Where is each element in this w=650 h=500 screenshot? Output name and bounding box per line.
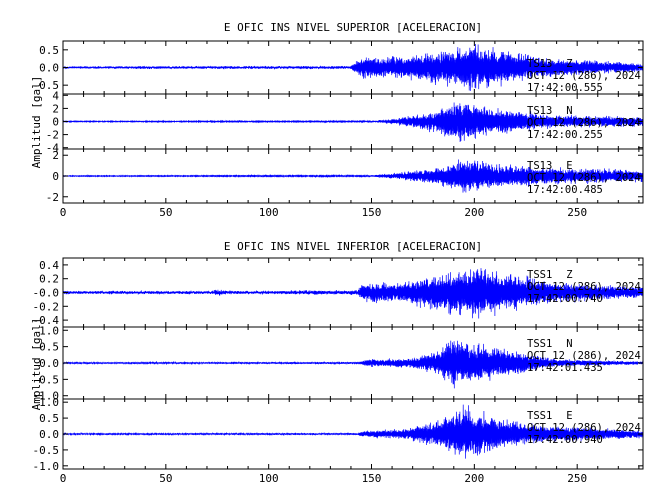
record-date: OCT 12 (286), 2024 <box>527 350 641 362</box>
y-tick-label: 2 <box>52 102 59 115</box>
y-tick-label: -0.5 <box>33 79 60 92</box>
y-tick-label: 4 <box>52 89 59 102</box>
station-name: TSS1 <box>527 410 552 422</box>
station-label: TSS1 E <box>527 410 573 422</box>
waveform-trace-ts13-z <box>63 44 643 91</box>
station-name: TS13 <box>527 105 552 117</box>
y-tick-label: 0.4 <box>39 259 59 272</box>
station-label: TSS1 Z <box>527 269 573 281</box>
component-name: N <box>566 338 572 350</box>
y-tick-label: -0.0 <box>33 287 60 300</box>
x-tick-label: 0 <box>60 472 67 485</box>
y-tick-label: -0.5 <box>33 444 60 457</box>
waveform-trace-ts13-e <box>63 159 643 193</box>
station-name: TS13 <box>527 58 552 70</box>
y-tick-label: -2 <box>46 129 59 142</box>
station-label: TSS1 N <box>527 338 573 350</box>
y-tick-label: 1.0 <box>39 324 59 337</box>
y-axis-label: Amplitud [gal] <box>30 318 43 411</box>
station-label: TS13 E <box>527 160 573 172</box>
x-tick-label: 0 <box>60 206 67 219</box>
y-tick-label: -4 <box>46 142 60 155</box>
x-tick-label: 100 <box>259 206 279 219</box>
y-tick-label: 0.5 <box>39 412 59 425</box>
component-name: Z <box>566 269 572 281</box>
waveform-trace-tss1-n <box>63 340 643 389</box>
record-date: OCT 12 (286), 2024 <box>527 117 641 129</box>
x-tick-label: 150 <box>362 472 382 485</box>
waveform-trace-ts13-n <box>63 102 643 142</box>
chart-title: E OFIC INS NIVEL SUPERIOR [ACELERACION] <box>224 21 482 34</box>
x-tick-label: 250 <box>567 206 587 219</box>
y-tick-label: -0.2 <box>33 300 60 313</box>
x-tick-label: 200 <box>464 206 484 219</box>
waveform-trace-tss1-z <box>63 268 643 319</box>
record-time: 17:42:00.555 <box>527 82 603 94</box>
record-time: 17:42:00.255 <box>527 129 603 141</box>
y-tick-label: -0.4 <box>33 314 60 327</box>
y-axis-label: Amplitud [gal] <box>30 76 43 169</box>
y-tick-label: 0.0 <box>39 62 59 75</box>
record-time: 17:42:00.740 <box>527 293 603 305</box>
y-tick-label: 0 <box>52 116 59 129</box>
y-tick-label: 0 <box>52 170 59 183</box>
station-label: TS13 Z <box>527 58 573 70</box>
record-time: 17:42:00.485 <box>527 184 603 196</box>
y-tick-label: 0.5 <box>39 341 59 354</box>
y-tick-label: -1.0 <box>33 390 60 403</box>
y-tick-label: 0.0 <box>39 357 59 370</box>
y-tick-label: 0.5 <box>39 44 59 57</box>
component-name: Z <box>566 58 572 70</box>
x-tick-label: 250 <box>567 472 587 485</box>
record-date: OCT 12 (286), 2024 <box>527 422 641 434</box>
x-tick-label: 100 <box>259 472 279 485</box>
chart-title: E OFIC INS NIVEL INFERIOR [ACELERACION] <box>224 240 482 253</box>
x-tick-label: 50 <box>159 206 172 219</box>
record-time: 17:42:00.940 <box>527 434 603 446</box>
component-name: E <box>566 160 572 172</box>
station-label: TS13 N <box>527 105 573 117</box>
station-name: TSS1 <box>527 269 552 281</box>
y-tick-label: 0.2 <box>39 273 59 286</box>
component-name: E <box>566 410 572 422</box>
y-tick-label: -1.0 <box>33 460 60 473</box>
component-name: N <box>566 105 572 117</box>
record-time: 17:42:01.435 <box>527 362 603 374</box>
station-name: TS13 <box>527 160 552 172</box>
y-tick-label: 1.0 <box>39 396 59 409</box>
y-tick-label: 2 <box>52 149 59 162</box>
x-tick-label: 200 <box>464 472 484 485</box>
record-date: OCT 12 (286), 2024 <box>527 281 641 293</box>
x-tick-label: 50 <box>159 472 172 485</box>
y-tick-label: -0.5 <box>33 373 60 386</box>
waveform-trace-tss1-e <box>63 404 643 459</box>
record-date: OCT 12 (286), 2024 <box>527 172 641 184</box>
x-tick-label: 150 <box>362 206 382 219</box>
y-tick-label: 0.0 <box>39 428 59 441</box>
record-date: OCT 12 (286), 2024 <box>527 70 641 82</box>
station-name: TSS1 <box>527 338 552 350</box>
y-tick-label: -2 <box>46 191 59 204</box>
